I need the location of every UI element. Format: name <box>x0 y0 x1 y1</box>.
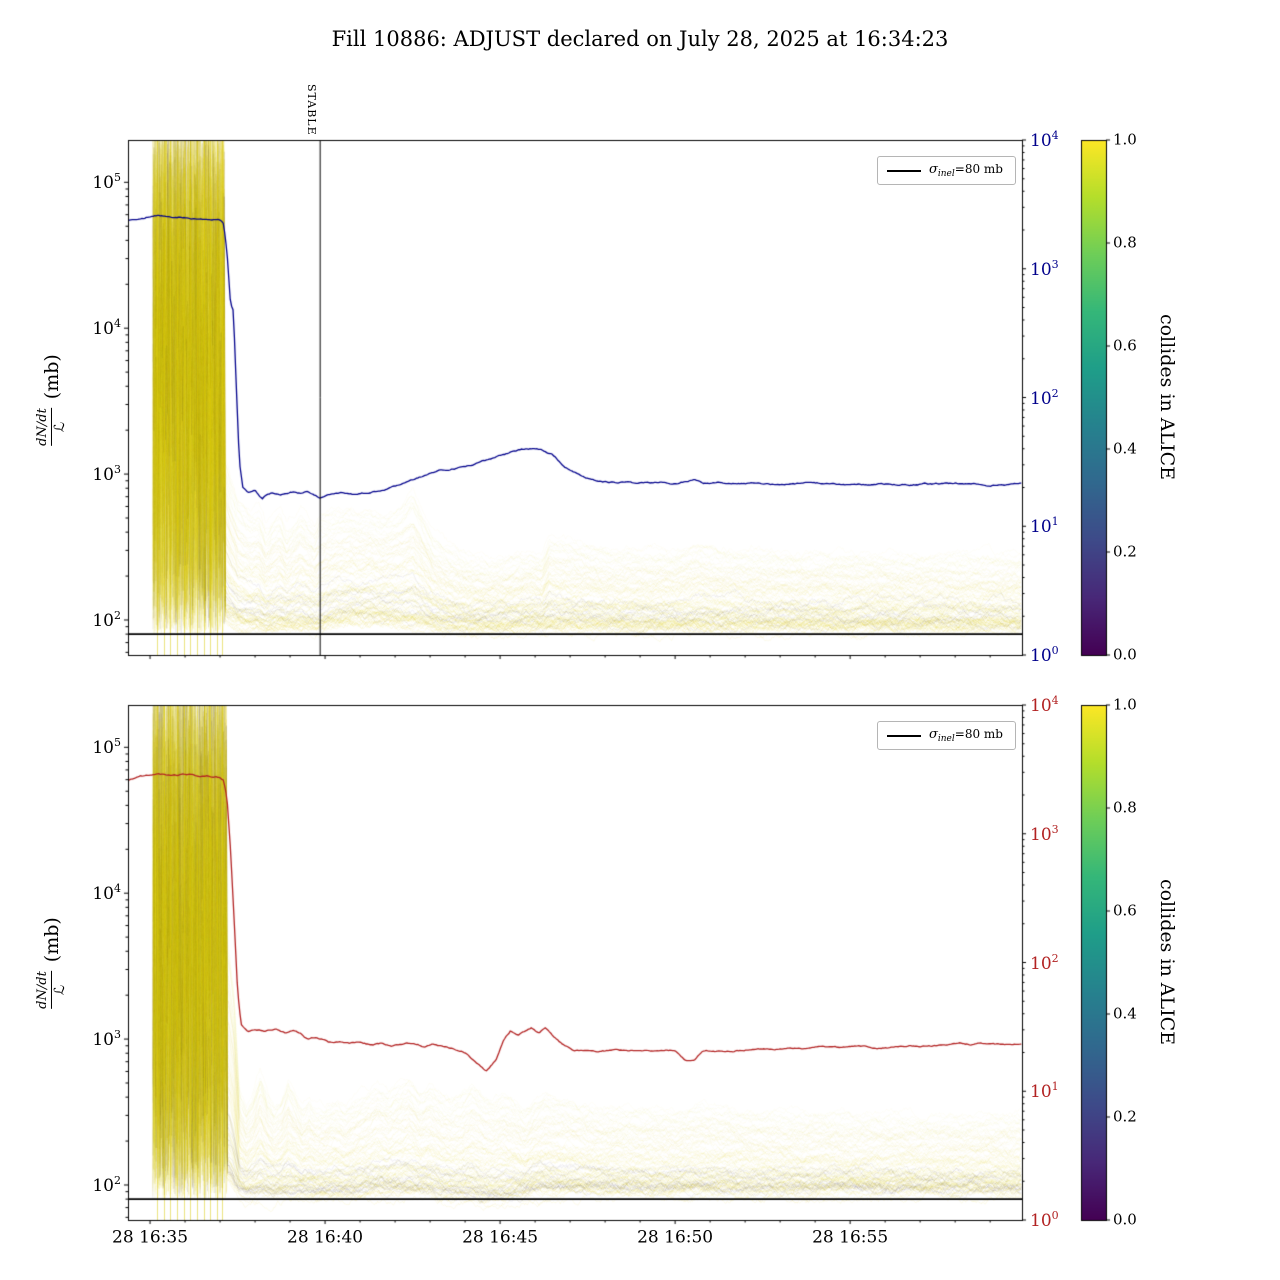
sigma-symbol: σ <box>929 162 938 177</box>
legend-label: σinel=80 mb <box>929 162 1003 179</box>
legend-label: σinel=80 mb <box>929 727 1003 744</box>
y-axis-label-top: dN/dt ℒ (mb) <box>34 354 68 446</box>
sigma-subscript: inel <box>937 734 955 744</box>
sigma-subscript: inel <box>937 169 955 179</box>
legend-line-sample <box>887 169 921 172</box>
legend-value: =80 mb <box>954 162 1003 176</box>
dndt-over-lumi-fraction: dN/dt ℒ <box>34 971 68 1009</box>
fraction-numerator: dN/dt <box>34 408 50 446</box>
sigma-symbol: σ <box>929 727 938 742</box>
y-axis-units: (mb) <box>41 354 63 400</box>
y-axis-units: (mb) <box>41 917 63 963</box>
dndt-over-lumi-fraction: dN/dt ℒ <box>34 408 68 446</box>
stable-annotation: STABLE <box>305 84 318 136</box>
legend-bottom: σinel=80 mb <box>877 721 1016 750</box>
page-title: Fill 10886: ADJUST declared on July 28, … <box>331 27 949 51</box>
legend-top: σinel=80 mb <box>877 156 1016 185</box>
legend-value: =80 mb <box>954 727 1003 741</box>
y-axis-label-bottom: dN/dt ℒ (mb) <box>34 917 68 1009</box>
legend-line-sample <box>887 734 921 737</box>
colorbar-label-bottom: collides in ALICE <box>1156 878 1178 1046</box>
fraction-numerator: dN/dt <box>34 971 50 1009</box>
colorbar-label-top: collides in ALICE <box>1156 313 1178 481</box>
fraction-denominator: ℒ <box>51 421 68 433</box>
fraction-denominator: ℒ <box>51 984 68 996</box>
